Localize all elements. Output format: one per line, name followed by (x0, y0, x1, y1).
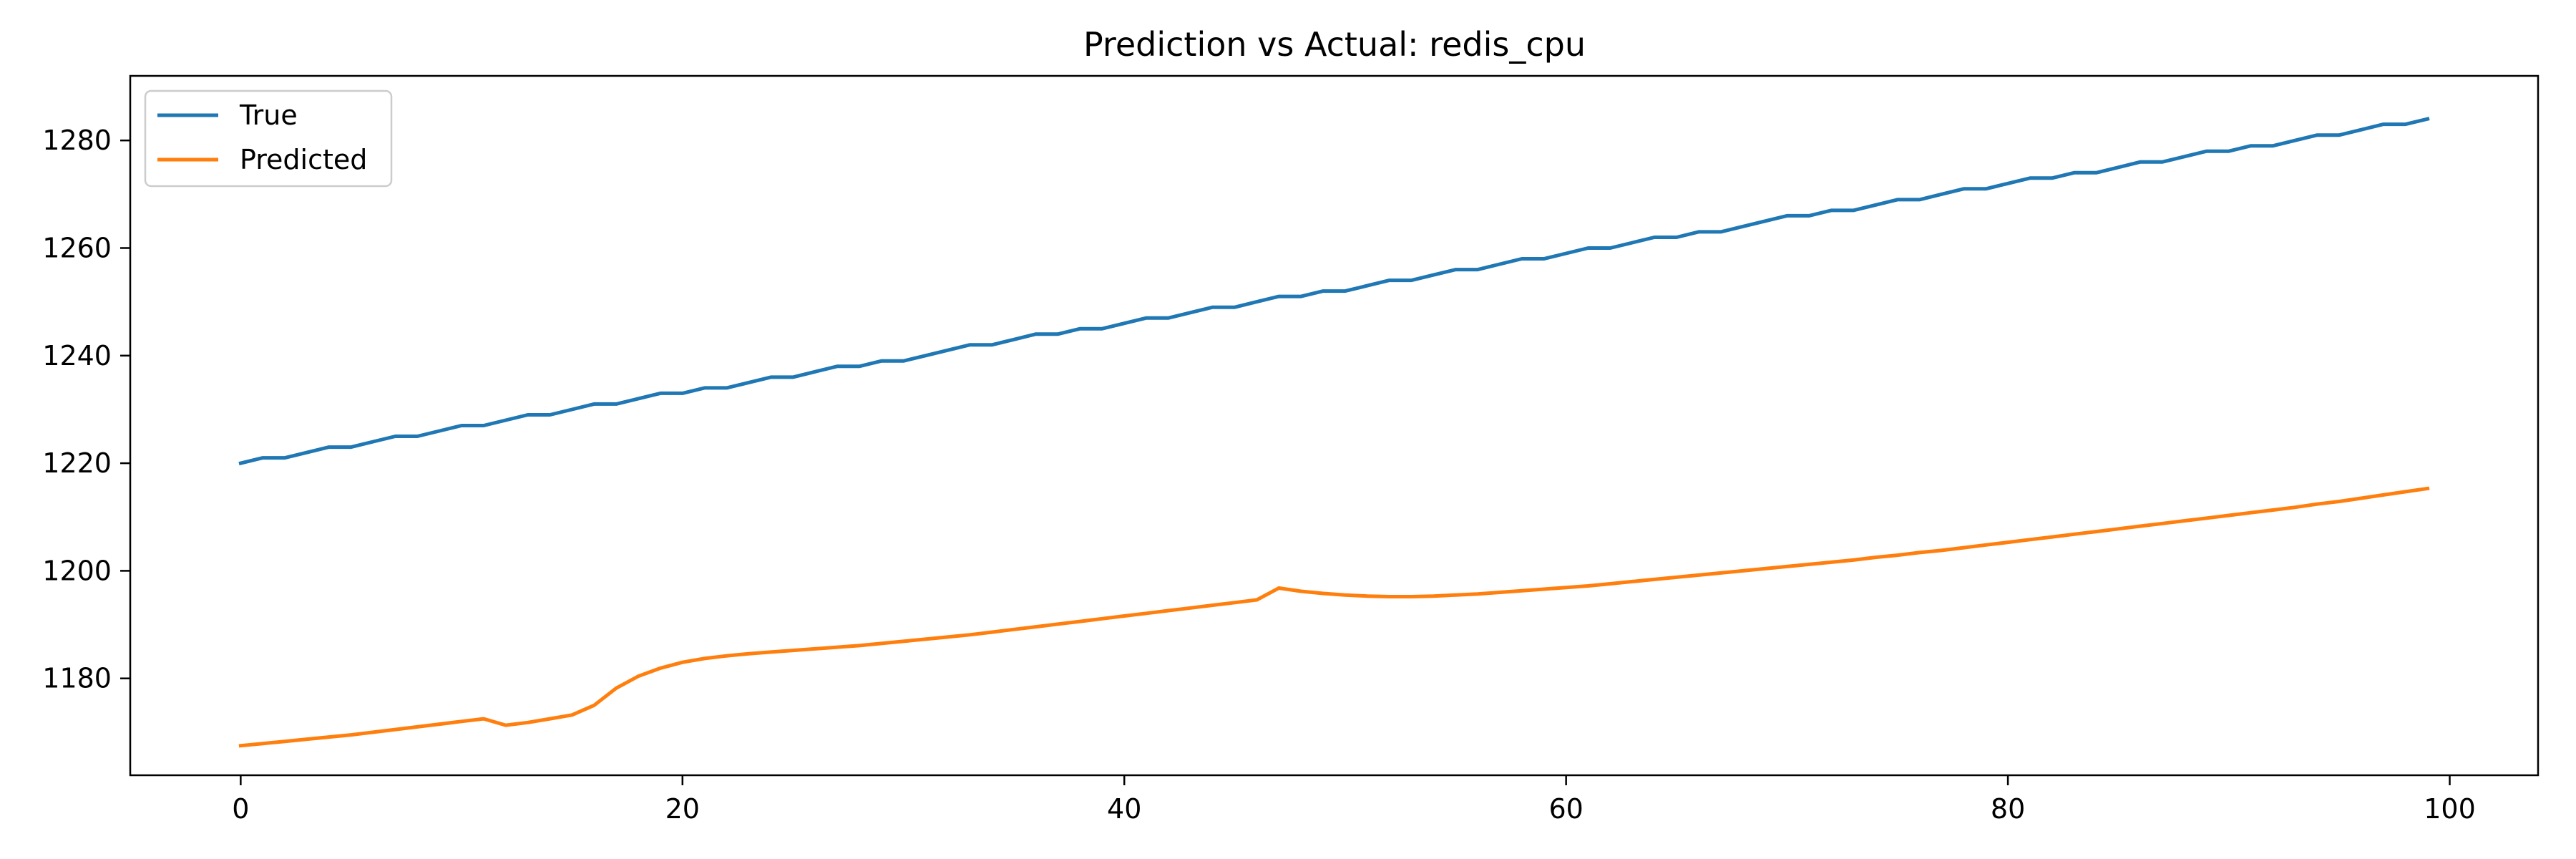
series-line-predicted (238, 486, 2430, 748)
legend: True Predicted (144, 89, 393, 188)
y-tick-label: 1220 (42, 447, 112, 479)
axes-layer: 0 20 40 60 80 100 1180 1200 1220 1240 1260 1280 (42, 125, 2475, 825)
legend-label-true: True (239, 100, 298, 131)
legend-label-predicted: Predicted (240, 144, 367, 175)
y-tick-label: 1200 (42, 555, 112, 586)
y-tick-label: 1260 (42, 232, 112, 263)
x-tick-label: 80 (1991, 793, 2025, 825)
x-tick-label: 60 (1548, 793, 1583, 825)
chart-title: Prediction vs Actual: redis_cpu (1083, 25, 1586, 64)
x-tick-label: 0 (232, 793, 249, 825)
plot-frame (129, 74, 2540, 777)
y-tick-label: 1280 (42, 125, 112, 156)
series-line-true (238, 117, 2430, 466)
y-tick-label: 1180 (42, 663, 112, 694)
x-tick-label: 100 (2424, 793, 2476, 825)
x-tick-label: 40 (1107, 793, 1141, 825)
plot-layer (238, 117, 2430, 748)
y-tick-label: 1240 (42, 340, 112, 372)
x-tick-label: 20 (665, 793, 700, 825)
